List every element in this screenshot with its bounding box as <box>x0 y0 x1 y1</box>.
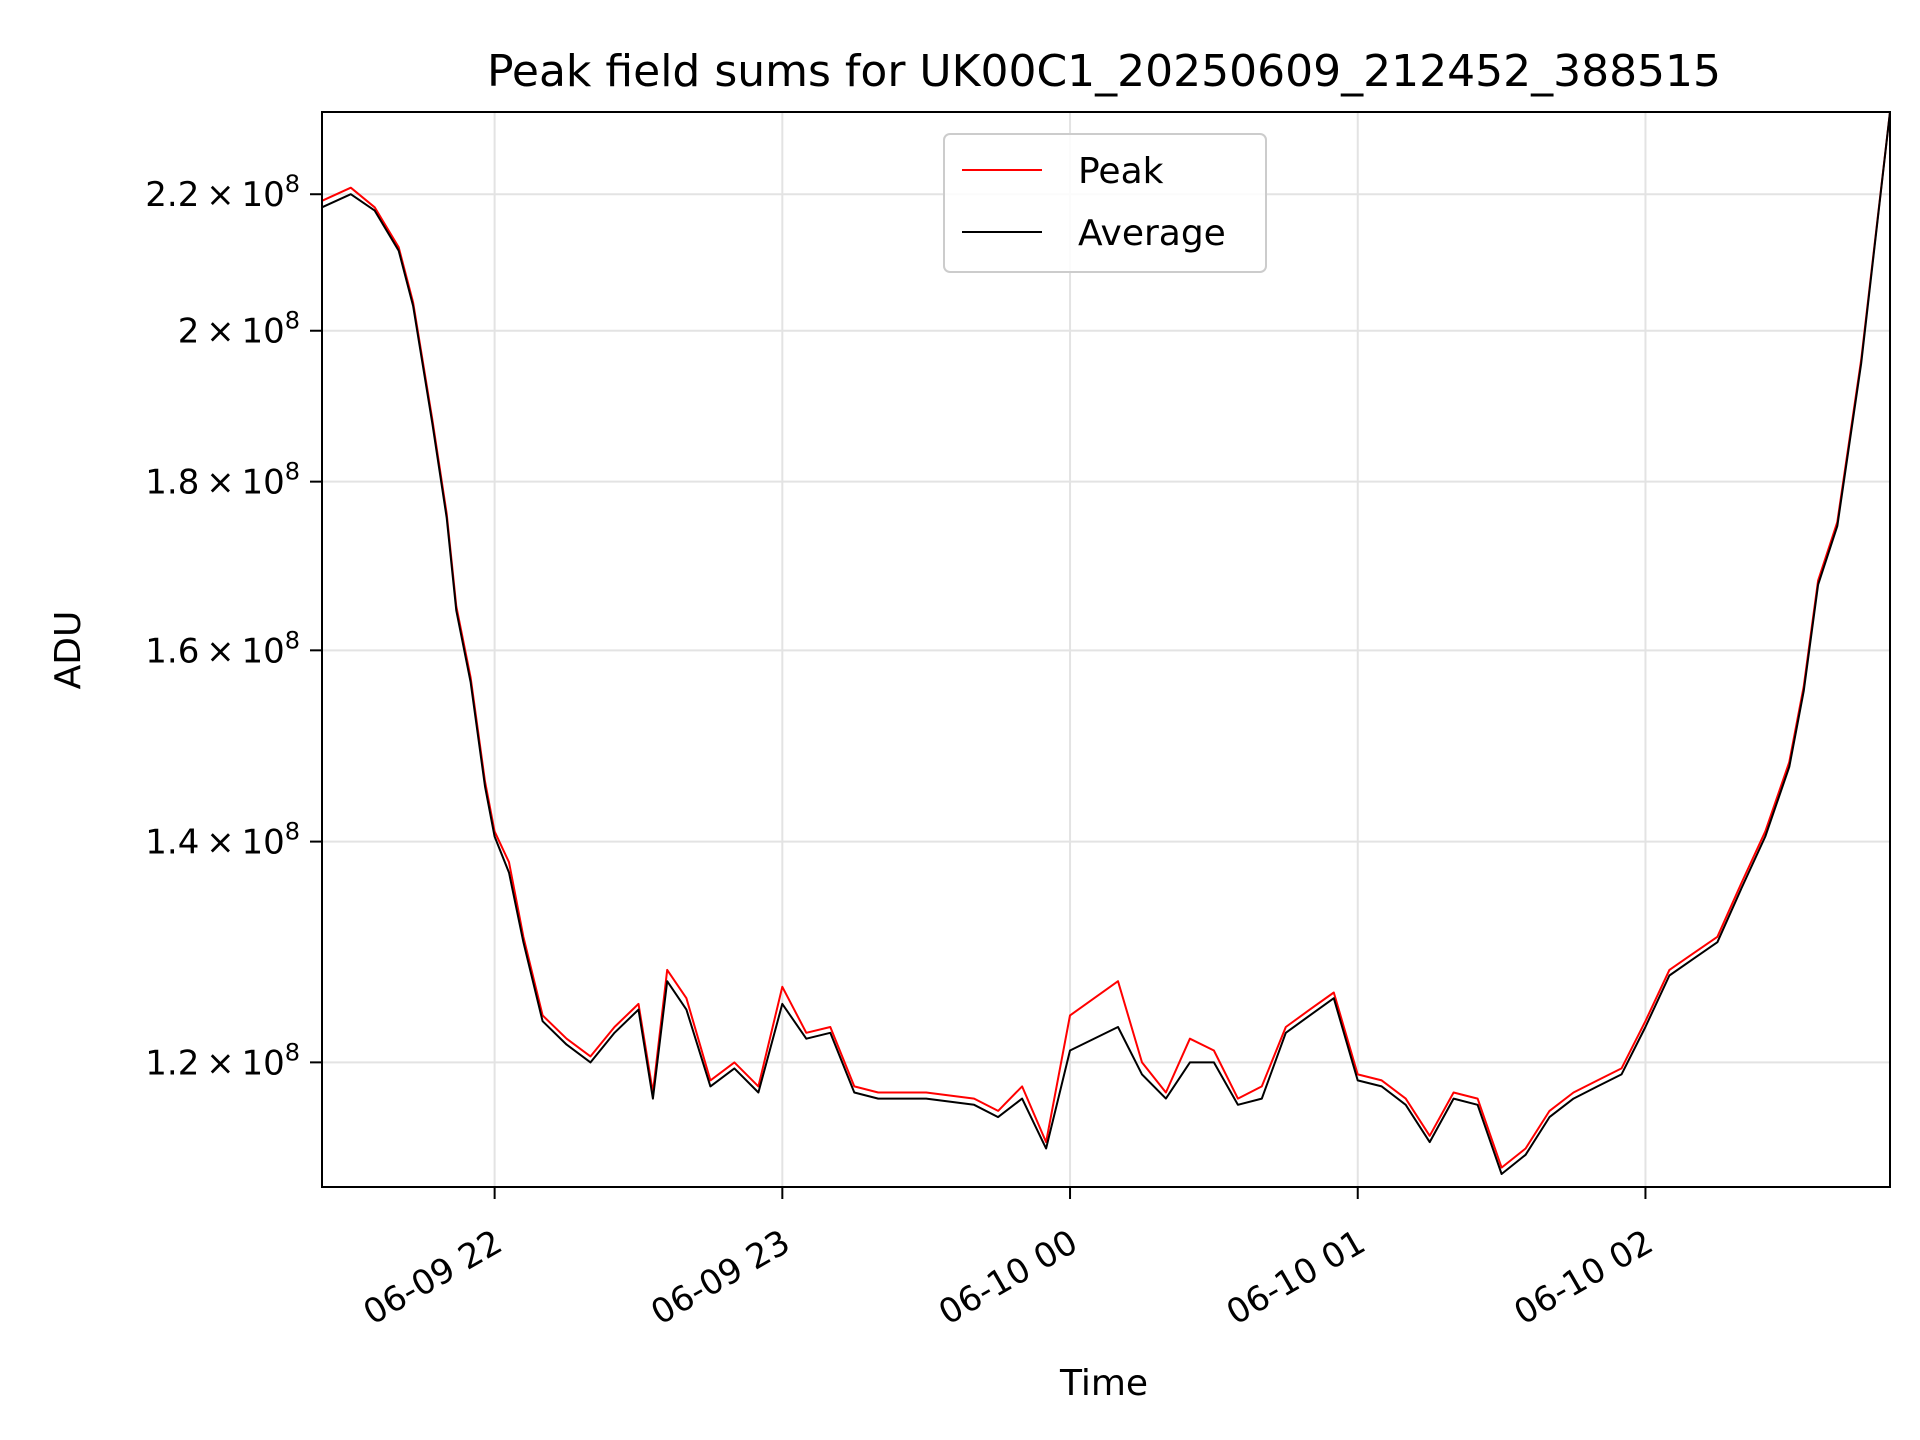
series-group <box>321 111 1891 1175</box>
legend-entry-average: Average <box>1078 213 1226 254</box>
y-tick-label: 1.2 × 108 <box>145 1038 300 1083</box>
y-axis-ticks: 1.2 × 108 1.4 × 108 1.6 × 108 1.8 × 108 2 × … <box>145 170 322 1083</box>
y-tick-label: 1.8 × 108 <box>145 458 300 503</box>
legend: Peak Average <box>943 133 1267 273</box>
y-tick-mantissa: 1.8 <box>145 463 199 503</box>
chart-title: Peak field sums for UK00C1_20250609_2124… <box>487 46 1721 97</box>
legend-entry-peak: Peak <box>1078 151 1164 192</box>
y-axis-label: ADU <box>48 611 89 690</box>
y-tick-label: 2.2 × 108 <box>145 170 300 215</box>
y-tick-label: 1.6 × 108 <box>145 626 300 671</box>
y-tick-mantissa: 1.6 <box>145 631 199 671</box>
series-line-peak <box>321 111 1891 1169</box>
y-tick-label: 2 × 108 <box>178 307 300 352</box>
x-axis-label: Time <box>1059 1363 1148 1404</box>
y-tick-exponent: 8 <box>285 458 300 486</box>
y-tick-mantissa: 2 <box>178 312 200 352</box>
series-line-average <box>321 111 1891 1175</box>
y-tick-exponent: 8 <box>285 626 300 654</box>
y-tick-mantissa: 1.4 <box>145 823 199 863</box>
y-tick-exponent: 8 <box>285 818 300 846</box>
y-tick-mantissa: 1.2 <box>145 1043 199 1083</box>
y-tick-exponent: 8 <box>285 170 300 198</box>
y-tick-exponent: 8 <box>285 307 300 335</box>
y-tick-mantissa: 2.2 <box>145 175 199 215</box>
legend-box <box>943 133 1267 273</box>
y-tick-label: 1.4 × 108 <box>145 818 300 863</box>
y-tick-exponent: 8 <box>285 1038 300 1066</box>
